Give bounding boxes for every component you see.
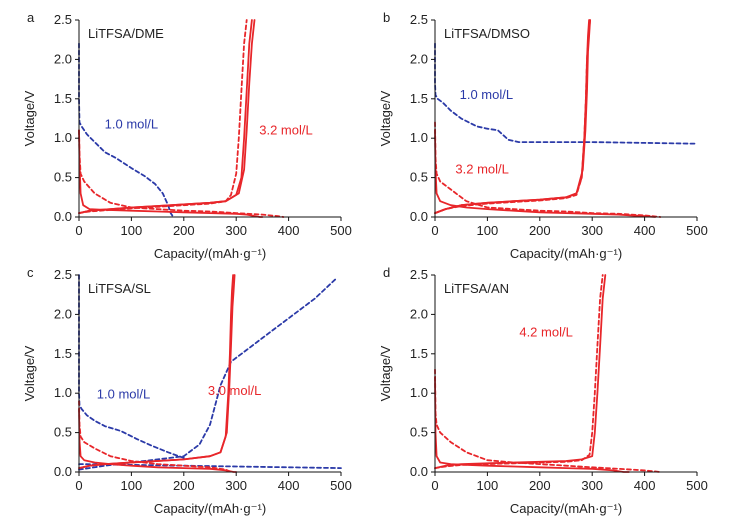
x-tick-label: 300 bbox=[225, 223, 247, 238]
concentration-annotation: 4.2 mol/L bbox=[519, 324, 572, 339]
series-line-6 bbox=[78, 274, 236, 470]
chart-panel-b: b 0 100 200 300 400 500 0.0 0.5 1.0 1.5 2.0 2.5 Capac… bbox=[378, 10, 708, 261]
series-line-4 bbox=[434, 274, 604, 470]
y-axis-label: Voltage/V bbox=[378, 90, 393, 146]
panel-letter: b bbox=[383, 10, 390, 25]
chart-panel-c: c 0 100 200 300 400 500 0.0 0.5 1.0 1.5 2.0 2.5 Capac… bbox=[22, 265, 352, 516]
y-axis-label: Voltage/V bbox=[22, 345, 37, 401]
x-tick-label: 100 bbox=[477, 478, 499, 493]
y-tick-label: 0.0 bbox=[54, 209, 72, 224]
system-label: LiTFSA/SL bbox=[88, 281, 151, 296]
x-tick-label: 400 bbox=[634, 478, 656, 493]
y-tick-label: 2.0 bbox=[54, 306, 72, 321]
chart-panel-d: d 0 100 200 300 400 500 0.0 0.5 1.0 1.5 2.0 2.5 Capac… bbox=[378, 265, 708, 516]
series-line-2 bbox=[78, 129, 264, 218]
series-line-2 bbox=[78, 277, 337, 471]
x-tick-label: 100 bbox=[477, 223, 499, 238]
y-axis-label: Voltage/V bbox=[22, 90, 37, 146]
series-line-3 bbox=[434, 19, 590, 215]
y-tick-label: 0.0 bbox=[410, 464, 428, 479]
series-line-4 bbox=[434, 19, 591, 215]
series-line-6 bbox=[434, 19, 591, 215]
x-tick-label: 300 bbox=[225, 478, 247, 493]
x-tick-label: 400 bbox=[634, 223, 656, 238]
x-tick-label: 0 bbox=[75, 478, 82, 493]
chart-panel-a: a 0 100 200 300 400 500 0.0 0.5 1.0 1.5 2.0 2.5 Capac… bbox=[22, 10, 352, 261]
series-line-1 bbox=[78, 274, 185, 459]
concentration-annotation: 1.0 mol/L bbox=[105, 117, 158, 132]
y-tick-label: 1.5 bbox=[410, 346, 428, 361]
series-line-3 bbox=[434, 368, 662, 473]
y-tick-label: 2.0 bbox=[410, 51, 428, 66]
panel-letter: c bbox=[27, 265, 34, 280]
x-tick-label: 200 bbox=[173, 223, 195, 238]
x-tick-label: 500 bbox=[330, 223, 352, 238]
y-tick-label: 1.0 bbox=[410, 385, 428, 400]
y-tick-label: 1.0 bbox=[410, 130, 428, 145]
system-label: LiTFSA/AN bbox=[444, 281, 509, 296]
concentration-annotation: 3.0 mol/L bbox=[208, 383, 261, 398]
x-tick-label: 0 bbox=[431, 223, 438, 238]
system-label: LiTFSA/DME bbox=[88, 26, 164, 41]
x-tick-label: 500 bbox=[686, 478, 708, 493]
x-axis-label: Capacity/(mAh·g⁻¹) bbox=[510, 501, 622, 516]
y-axis-label: Voltage/V bbox=[378, 345, 393, 401]
series-line-6 bbox=[78, 19, 248, 215]
y-tick-label: 2.0 bbox=[410, 306, 428, 321]
x-tick-label: 100 bbox=[121, 478, 143, 493]
concentration-annotation: 3.2 mol/L bbox=[455, 162, 508, 177]
x-tick-label: 200 bbox=[529, 478, 551, 493]
y-tick-label: 0.5 bbox=[410, 425, 428, 440]
series-line-2 bbox=[434, 274, 607, 470]
x-tick-label: 400 bbox=[278, 478, 300, 493]
series-line-1 bbox=[434, 42, 698, 145]
x-tick-label: 500 bbox=[686, 223, 708, 238]
series-line-7 bbox=[78, 400, 232, 473]
x-tick-label: 300 bbox=[581, 223, 603, 238]
y-tick-label: 1.5 bbox=[410, 91, 428, 106]
y-tick-label: 2.5 bbox=[54, 267, 72, 282]
x-tick-label: 200 bbox=[173, 478, 195, 493]
x-tick-label: 0 bbox=[431, 478, 438, 493]
x-tick-label: 400 bbox=[278, 223, 300, 238]
series-line-4 bbox=[78, 408, 238, 473]
y-tick-label: 0.5 bbox=[410, 170, 428, 185]
y-tick-label: 2.5 bbox=[410, 267, 428, 282]
y-tick-label: 1.5 bbox=[54, 91, 72, 106]
x-tick-label: 300 bbox=[581, 478, 603, 493]
concentration-annotation: 3.2 mol/L bbox=[259, 122, 312, 137]
y-tick-label: 0.5 bbox=[54, 170, 72, 185]
series-line-5 bbox=[78, 274, 235, 470]
x-axis-label: Capacity/(mAh·g⁻¹) bbox=[510, 246, 622, 261]
y-tick-label: 1.0 bbox=[54, 130, 72, 145]
x-axis-label: Capacity/(mAh·g⁻¹) bbox=[154, 501, 266, 516]
y-tick-label: 0.0 bbox=[54, 464, 72, 479]
system-label: LiTFSA/DMSO bbox=[444, 26, 530, 41]
series-line-1 bbox=[78, 42, 175, 218]
x-tick-label: 0 bbox=[75, 223, 82, 238]
series-line-1 bbox=[434, 376, 630, 473]
y-tick-label: 2.5 bbox=[410, 12, 428, 27]
x-tick-label: 200 bbox=[529, 223, 551, 238]
x-tick-label: 500 bbox=[330, 478, 352, 493]
y-tick-label: 1.5 bbox=[54, 346, 72, 361]
y-tick-label: 0.5 bbox=[54, 425, 72, 440]
x-axis-label: Capacity/(mAh·g⁻¹) bbox=[154, 246, 266, 261]
y-tick-label: 2.0 bbox=[54, 51, 72, 66]
panel-letter: d bbox=[383, 265, 390, 280]
series-line-5 bbox=[434, 121, 662, 218]
panel-letter: a bbox=[27, 10, 35, 25]
concentration-annotation: 1.0 mol/L bbox=[97, 387, 150, 402]
x-tick-label: 100 bbox=[121, 223, 143, 238]
y-tick-label: 0.0 bbox=[410, 209, 428, 224]
y-tick-label: 1.0 bbox=[54, 385, 72, 400]
concentration-annotation: 1.0 mol/L bbox=[460, 87, 513, 102]
y-tick-label: 2.5 bbox=[54, 12, 72, 27]
